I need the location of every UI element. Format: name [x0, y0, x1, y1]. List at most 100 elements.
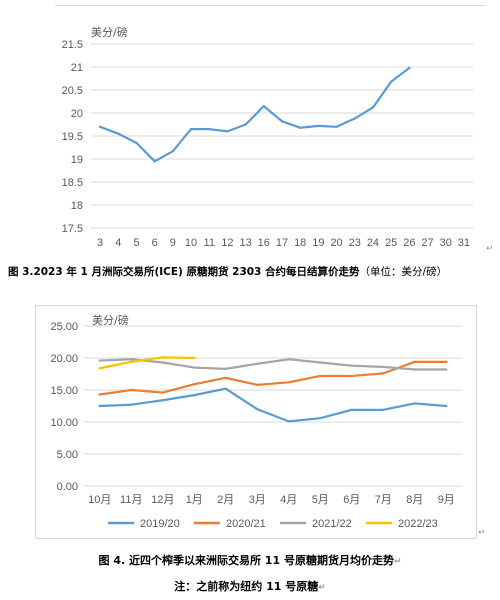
data-point: [98, 367, 101, 370]
return-mark: ↵: [478, 528, 486, 538]
x-tick-label: 10月: [88, 494, 111, 506]
data-point: [161, 356, 164, 359]
data-point: [98, 404, 101, 408]
data-point: [389, 80, 393, 83]
figure-1-caption: 图 3.2023 年 1 月洲际交易所(ICE) 原糖期货 2303 合约每日结…: [0, 264, 498, 279]
data-point: [224, 376, 227, 380]
y-tick-label: 19.5: [62, 131, 83, 143]
data-point: [353, 117, 356, 120]
data-point: [287, 381, 290, 384]
data-point: [98, 359, 101, 362]
x-tick-label: 24: [367, 237, 379, 249]
data-point: [317, 124, 320, 128]
data-point: [193, 383, 196, 386]
data-point: [371, 106, 375, 109]
series-line-0: [98, 387, 448, 423]
y-tick-label: 21: [71, 62, 83, 74]
data-point: [161, 361, 164, 364]
chart-2-svg: 0.00 5.00 10.00 15.00 20.00 25.00 10月 11月 12月 1月 2…: [50, 313, 462, 530]
data-point: [298, 126, 302, 129]
data-point: [226, 130, 229, 133]
data-point: [413, 360, 416, 364]
data-point: [382, 372, 385, 375]
x-tick-label: 31: [458, 237, 470, 249]
data-point: [193, 393, 196, 397]
y-tick-label: 18: [71, 200, 83, 212]
x-tick-label: 12月: [151, 494, 174, 506]
data-point: [350, 374, 353, 378]
x-tick-label: 5月: [312, 494, 329, 506]
data-point: [161, 399, 164, 402]
y-tick-label: 20: [71, 108, 83, 120]
y-tick-label: 18.5: [62, 177, 83, 189]
figure-2-caption-text: 图 4. 近四个榨季以来洲际交易所 11 号原糖期货月均价走势: [98, 554, 394, 567]
legend-label: 2020/21: [226, 518, 266, 530]
data-point: [382, 408, 385, 412]
data-point: [413, 402, 416, 405]
x-tick-label: 8月: [406, 494, 423, 506]
x-tick-label: 13: [239, 237, 251, 249]
x-tick-label: 9月: [438, 494, 455, 506]
data-point: [287, 358, 290, 361]
series-line-1: [98, 360, 448, 396]
data-point: [287, 420, 290, 423]
data-point: [319, 361, 322, 364]
return-mark: ↵: [318, 583, 326, 593]
x-tick-label: 10: [185, 237, 197, 249]
chart-1-frame: 17.5 18 18.5 19 19.5 20 20.5 21 21.5 3 4 5 6 9 10 11 12 1…: [55, 5, 485, 254]
x-tick-label: 30: [440, 237, 452, 249]
y-tick-label: 20.5: [62, 85, 83, 97]
figure-2-note: 注：之前称为纽约 11 号原糖↵: [0, 578, 500, 594]
data-point: [135, 141, 138, 145]
data-point: [224, 367, 227, 371]
data-point: [130, 360, 133, 364]
data-point: [224, 387, 227, 390]
series-line-2: [98, 358, 448, 371]
figure-1-caption-unit: （单位：美分/磅）: [359, 266, 448, 278]
y-axis-unit-label: 美分/磅: [91, 25, 128, 39]
data-point: [193, 366, 196, 369]
y-tick-label: 21.5: [62, 39, 83, 51]
x-tick-label: 6月: [343, 494, 360, 506]
data-point: [171, 149, 175, 153]
data-point: [350, 364, 353, 367]
figure-1-caption-text: 图 3.2023 年 1 月洲际交易所(ICE) 原糖期货 2303 合约每日结…: [8, 266, 360, 278]
legend-label: 2021/22: [312, 518, 352, 530]
x-tick-label: 4月: [280, 494, 297, 506]
data-point: [382, 365, 385, 369]
legend-label: 2022/23: [398, 518, 438, 530]
x-tick-label: 27: [421, 237, 433, 249]
x-tick-label: 19: [312, 237, 324, 249]
x-tick-label: 3: [97, 237, 103, 249]
data-point: [445, 404, 448, 408]
x-tick-label: 12: [221, 237, 233, 249]
data-point: [256, 408, 259, 411]
legend-label: 2019/20: [140, 518, 180, 530]
x-tick-label: 5: [133, 237, 139, 249]
data-point: [130, 388, 133, 392]
y-tick-label: 25.00: [50, 321, 78, 333]
data-point: [256, 383, 259, 387]
y-tick-label: 10.00: [50, 417, 78, 429]
data-point: [98, 125, 102, 128]
x-tick-label: 2月: [217, 494, 234, 506]
data-point: [413, 368, 416, 371]
y-tick-label: 20.00: [50, 353, 78, 365]
figure-2-caption: 图 4. 近四个榨季以来洲际交易所 11 号原糖期货月均价走势↵: [0, 552, 500, 568]
x-tick-label: 4: [115, 237, 121, 249]
data-point: [117, 132, 120, 135]
data-point: [153, 160, 156, 163]
x-tick-label: 16: [258, 237, 270, 249]
series-line-0: [98, 66, 411, 163]
series-line-3: [98, 356, 196, 370]
x-tick-label: 23: [349, 237, 361, 249]
y-axis-unit-label: 美分/磅: [92, 313, 129, 327]
x-tick-label: 6: [152, 237, 158, 249]
data-point: [208, 127, 211, 131]
data-point: [408, 66, 411, 70]
data-point: [256, 362, 259, 365]
y-tick-label: 15.00: [50, 385, 78, 397]
data-point: [445, 368, 448, 371]
data-point: [319, 374, 322, 378]
data-point: [98, 393, 101, 396]
